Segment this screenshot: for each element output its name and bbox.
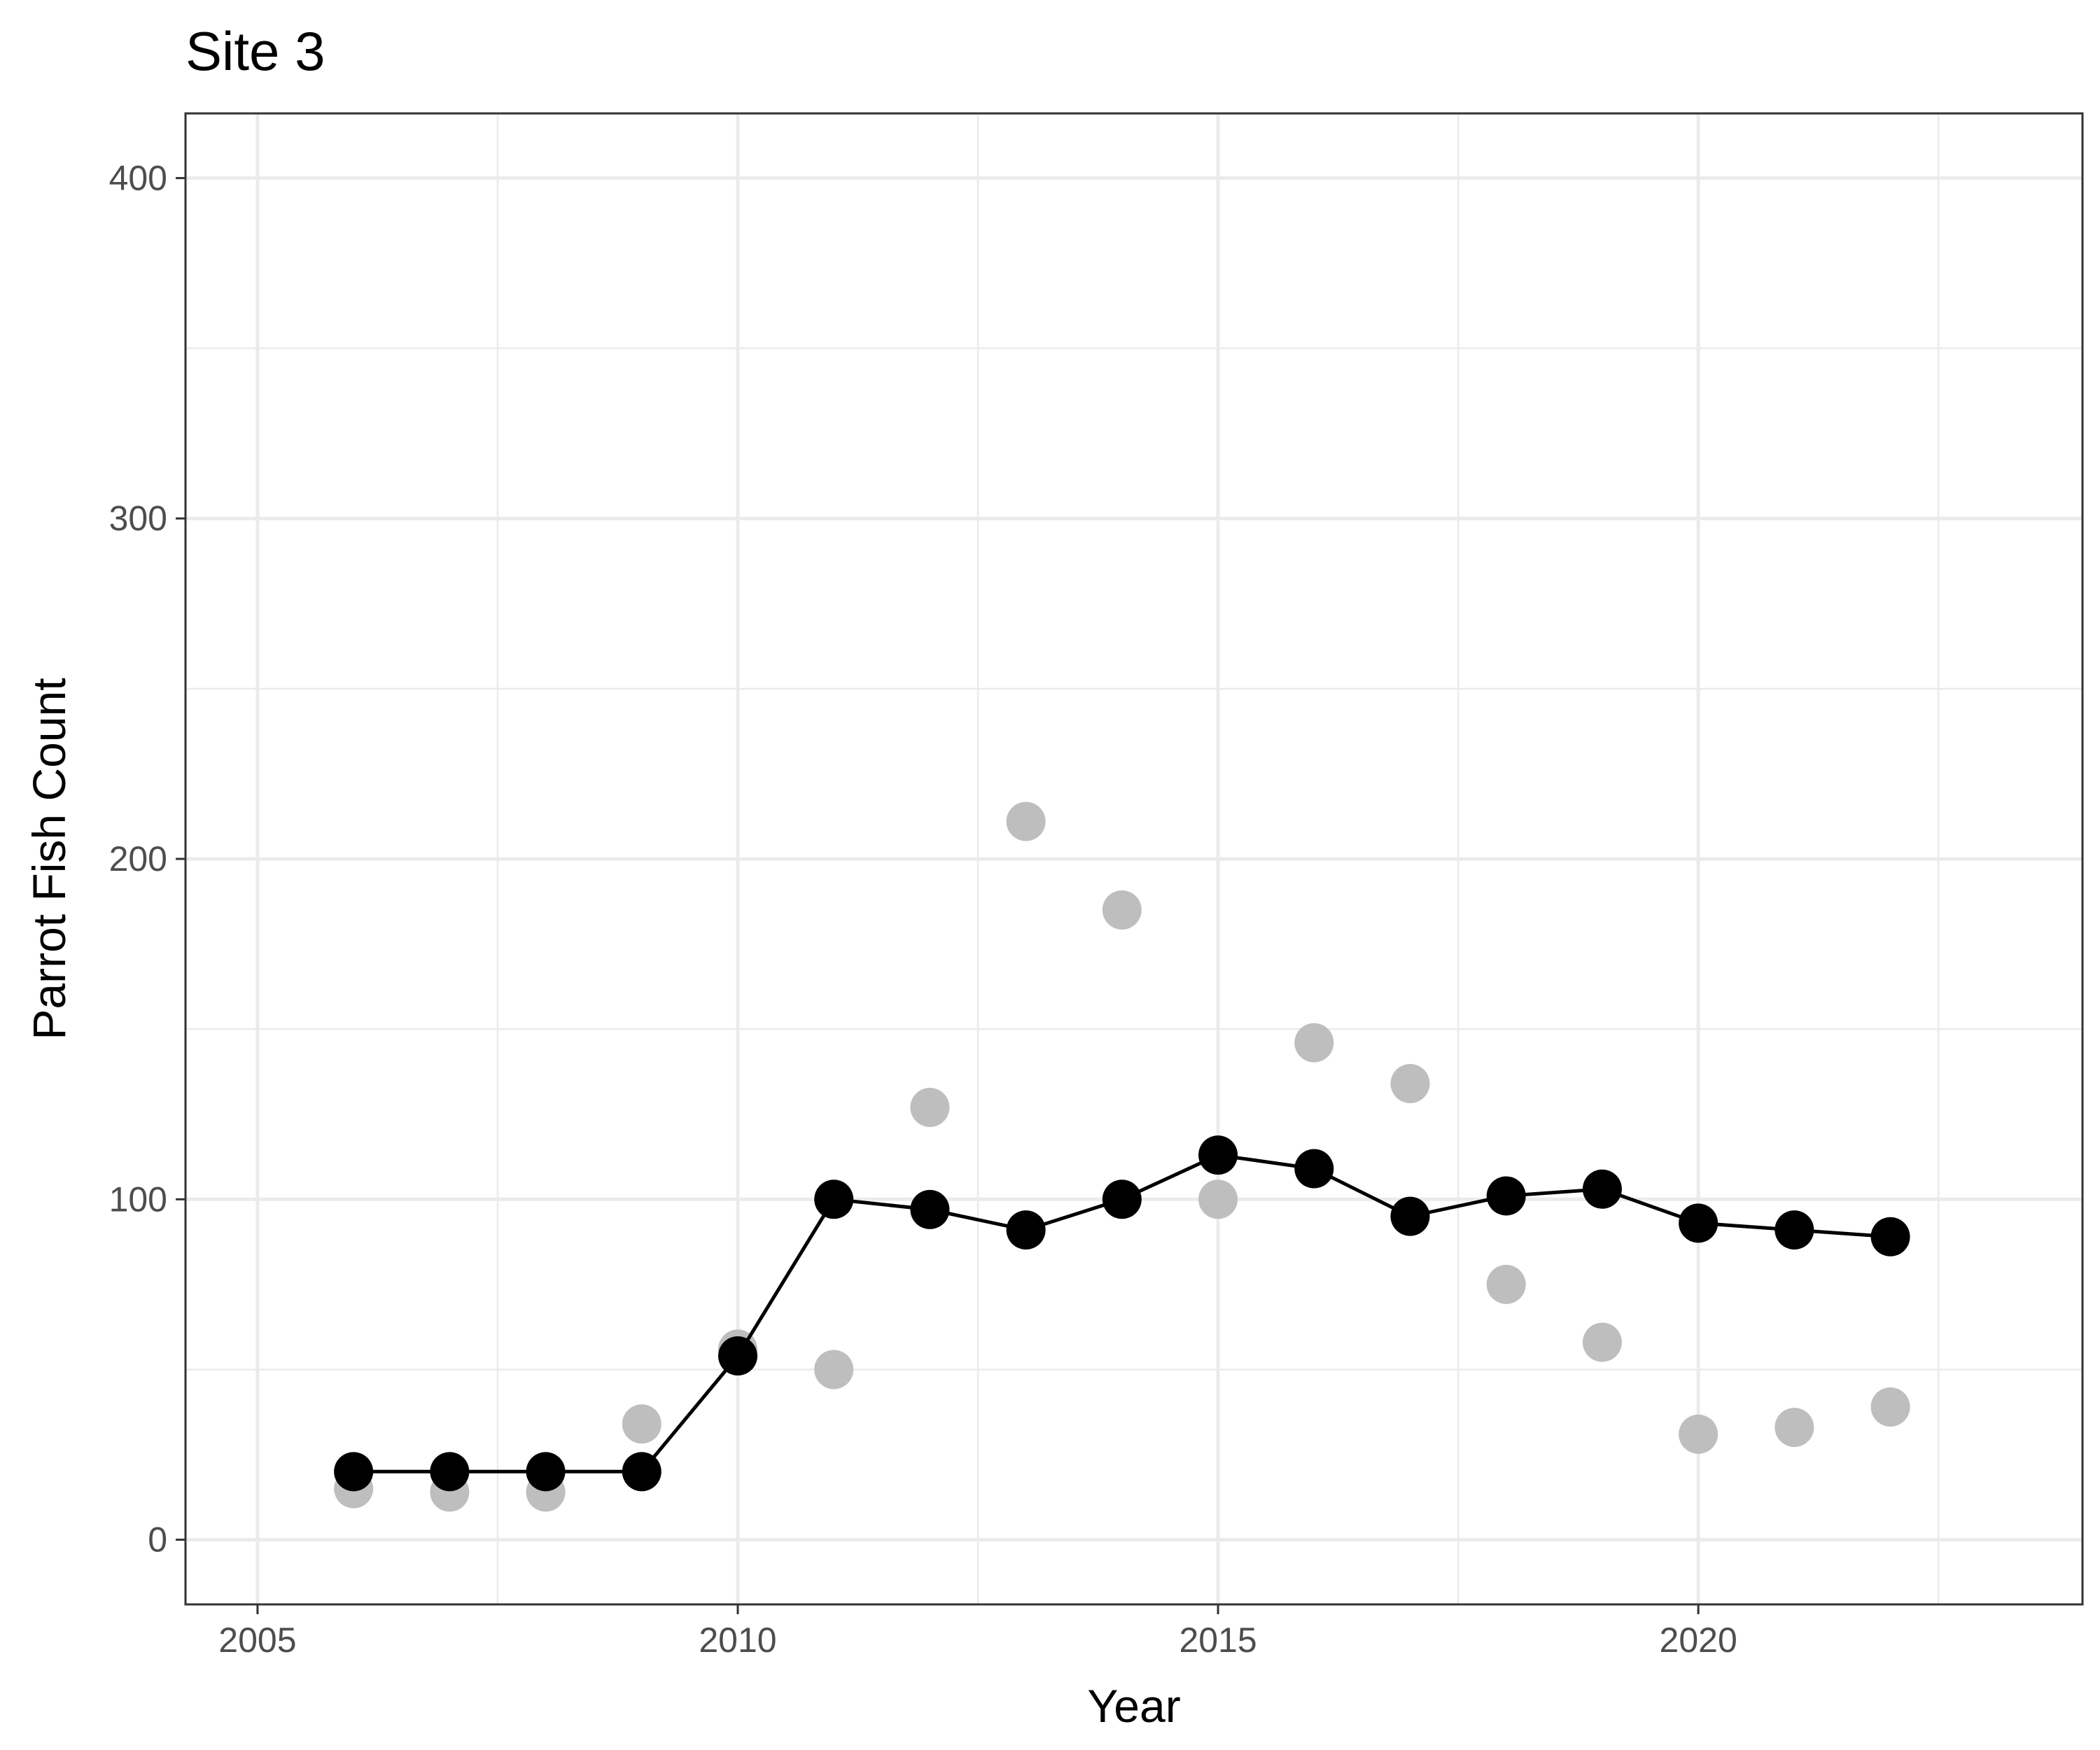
observed-point (910, 1088, 950, 1127)
trend-point (814, 1180, 854, 1219)
y-tick-label: 200 (109, 839, 167, 878)
x-tick-label: 2005 (218, 1620, 296, 1660)
trend-point (622, 1452, 662, 1492)
observed-point (1198, 1180, 1238, 1219)
observed-point (1390, 1063, 1430, 1103)
x-tick-label: 2010 (699, 1620, 776, 1660)
trend-point (1390, 1196, 1430, 1236)
trend-point (526, 1452, 566, 1492)
y-tick-label: 300 (109, 499, 167, 538)
data-layer (334, 802, 1910, 1512)
observed-point (1679, 1414, 1718, 1454)
observed-point (1774, 1408, 1814, 1448)
observed-point (622, 1404, 662, 1444)
observed-point (1294, 1023, 1334, 1063)
trend-point (1870, 1217, 1910, 1256)
tick-layer: 2005 2010 2015 2020 0 100 200 300 400 (109, 158, 1737, 1660)
observed-point (1006, 802, 1046, 841)
x-tick-label: 2020 (1660, 1620, 1737, 1660)
observed-point (1102, 890, 1142, 930)
trend-point (334, 1452, 374, 1492)
trend-point (910, 1189, 950, 1229)
observed-point (1582, 1322, 1622, 1362)
trend-point (1486, 1176, 1526, 1216)
trend-point (1198, 1135, 1238, 1175)
chart-title: Site 3 (186, 20, 325, 82)
observed-point (1870, 1387, 1910, 1427)
x-axis-title: Year (1087, 1680, 1180, 1732)
trend-point (1679, 1203, 1718, 1243)
y-tick-label: 400 (109, 158, 167, 197)
y-axis-title: Parrot Fish Count (23, 678, 75, 1040)
y-tick-label: 100 (109, 1180, 167, 1219)
x-tick-label: 2015 (1179, 1620, 1256, 1660)
trend-point (1006, 1210, 1046, 1250)
panel-border (184, 112, 2084, 1606)
y-tick-label: 0 (148, 1520, 167, 1560)
trend-point (1102, 1180, 1142, 1219)
trend-point (1774, 1210, 1814, 1250)
trend-point (718, 1336, 757, 1376)
trend-point (1582, 1169, 1622, 1209)
trend-point (1294, 1149, 1334, 1189)
observed-point (1486, 1264, 1526, 1304)
observed-point (814, 1350, 854, 1390)
trend-point (430, 1452, 470, 1492)
